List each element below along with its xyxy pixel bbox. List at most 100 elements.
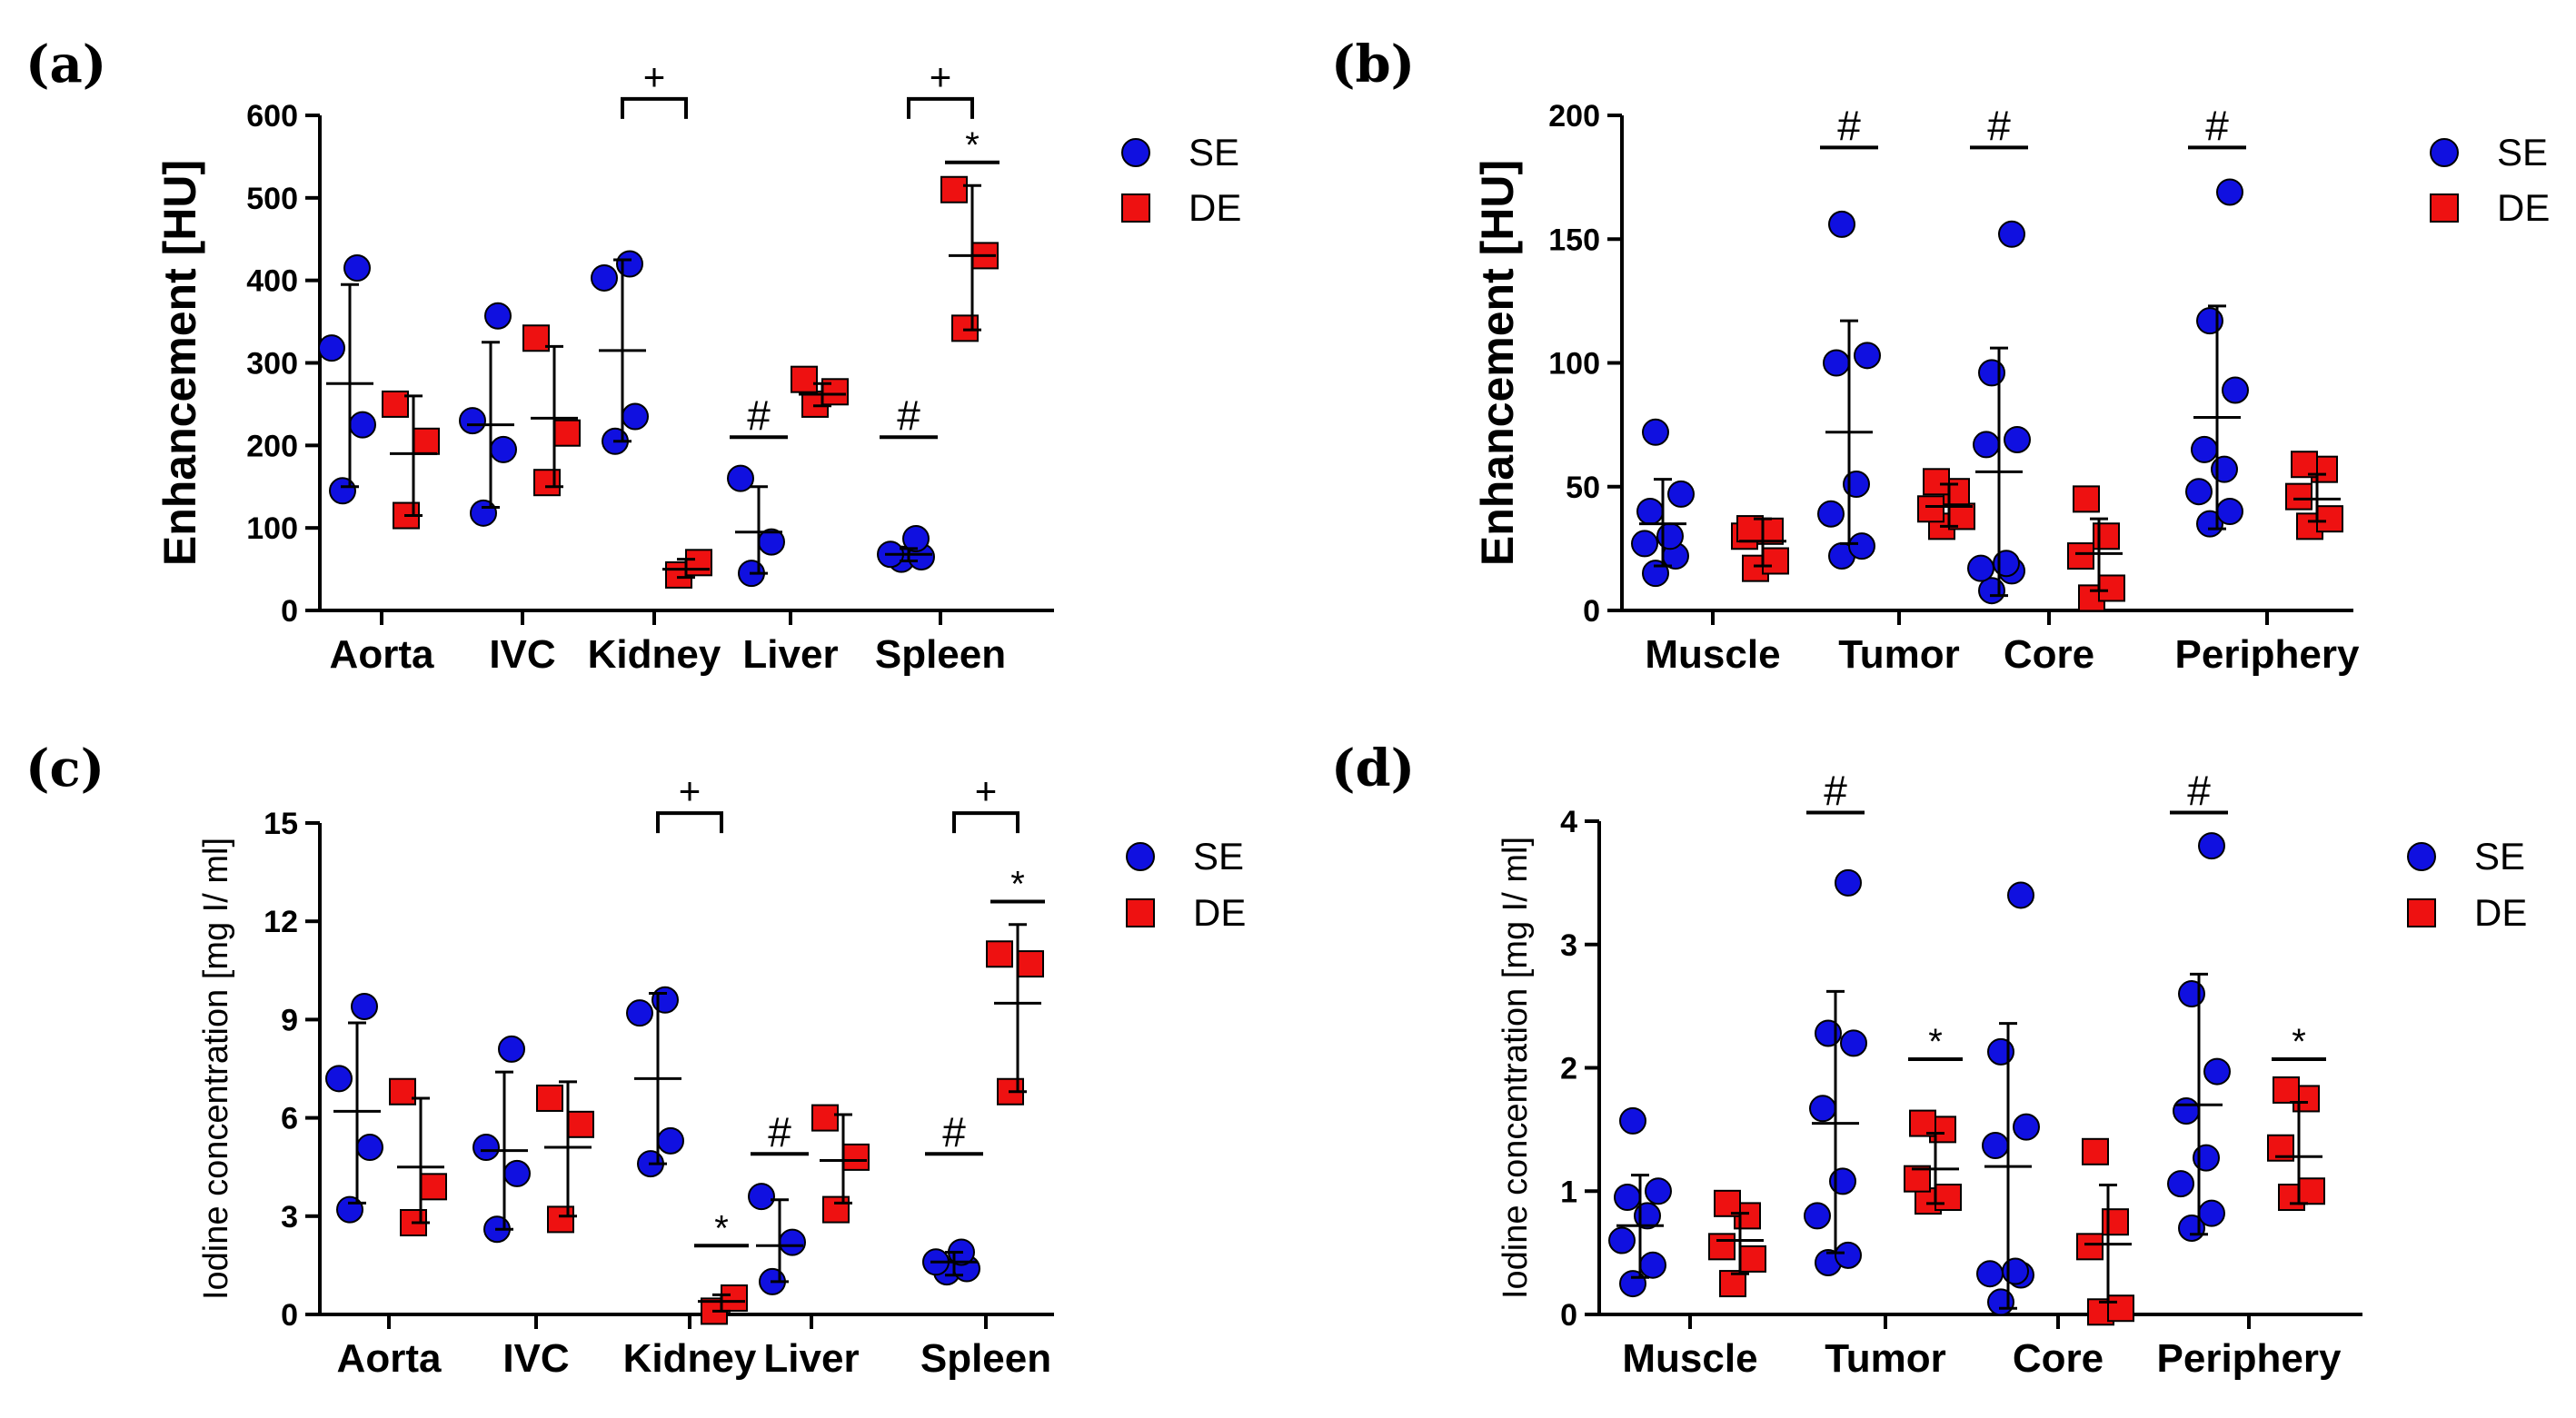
- point-se: [1642, 418, 1669, 446]
- series-de: [1731, 451, 2343, 612]
- panel-label: (b): [1331, 35, 1415, 94]
- point-se: [657, 1126, 684, 1155]
- point-se: [484, 302, 512, 330]
- point-se: [472, 1134, 500, 1162]
- legend-de-label: DE: [2474, 891, 2527, 934]
- point-de: [1923, 468, 1950, 496]
- point-se: [1815, 1019, 1842, 1047]
- panel-label: (c): [25, 739, 104, 798]
- annotation-plus: +: [679, 769, 701, 812]
- y-tick-label: 0: [1583, 594, 1600, 629]
- x-tick-label: IVC: [489, 632, 555, 677]
- point-se: [2004, 425, 2031, 453]
- legend-de-marker: [2407, 898, 2436, 927]
- y-tick-label: 100: [246, 511, 298, 546]
- annotation-hash: #: [897, 392, 920, 439]
- point-se: [1828, 210, 1855, 238]
- point-se: [2198, 1199, 2225, 1227]
- point-se: [651, 986, 679, 1014]
- annotation-hash: #: [942, 1108, 966, 1155]
- point-se: [2173, 1097, 2200, 1125]
- point-se: [1645, 1177, 1672, 1205]
- panel-c: (c) 0 3 6 9 12 15 Iodine concentration [mg I/ m…: [25, 739, 1246, 1381]
- point-se: [1987, 1288, 2014, 1316]
- point-de: [2067, 542, 2094, 570]
- x-tick-label: Kidney: [588, 632, 721, 677]
- point-se: [503, 1159, 531, 1187]
- annotation-star: *: [1010, 865, 1025, 905]
- point-se: [902, 524, 930, 552]
- x-tick-label: Periphery: [2175, 632, 2361, 677]
- point-de: [2073, 485, 2100, 513]
- point-de: [1708, 1233, 1736, 1261]
- point-se: [470, 499, 497, 527]
- point-de: [1714, 1189, 1741, 1217]
- point-de: [533, 469, 561, 497]
- point-se: [727, 464, 754, 492]
- point-se: [1978, 359, 2005, 387]
- y-tick-label: 150: [1548, 223, 1600, 257]
- point-de: [1739, 1244, 1766, 1273]
- series-de: [1708, 1076, 2325, 1326]
- x-tick-label: Core: [2013, 1336, 2104, 1381]
- panel-a: (a) 0 100 200 300 400 500 600 Enhancement [HU] Ao…: [25, 35, 1241, 677]
- y-tick-label: 50: [1566, 471, 1600, 505]
- y-axis-label: Enhancement [HU]: [154, 160, 205, 566]
- point-se: [1804, 1202, 1831, 1230]
- point-se: [318, 334, 345, 362]
- point-se: [2222, 376, 2249, 404]
- point-de: [986, 940, 1013, 968]
- point-de: [1736, 515, 1764, 543]
- point-de: [822, 1195, 850, 1224]
- legend-de-marker: [1121, 193, 1150, 223]
- point-se: [616, 250, 643, 278]
- annotation-plus: +: [975, 769, 998, 812]
- point-se: [1642, 560, 1669, 588]
- legend-se-marker: [1121, 138, 1150, 167]
- x-tick-label: Core: [2004, 632, 2094, 677]
- y-tick-label: 400: [246, 264, 298, 299]
- point-de: [567, 1110, 594, 1138]
- significance-bracket: [621, 96, 688, 119]
- point-se: [2007, 881, 2034, 909]
- point-de: [1909, 1109, 1936, 1137]
- series-se: [318, 250, 935, 588]
- point-de: [1917, 495, 1944, 523]
- x-tick-label: Liver: [763, 1336, 859, 1381]
- legend: SE DE: [1126, 835, 1246, 934]
- point-de: [811, 1104, 839, 1132]
- point-de: [1904, 1165, 1931, 1193]
- point-de: [842, 1143, 870, 1171]
- annotation-star: *: [2292, 1022, 2306, 1062]
- annotation-star: *: [965, 125, 980, 165]
- point-se: [1823, 349, 1850, 377]
- y-tick-label: 6: [281, 1102, 298, 1136]
- point-se: [748, 1183, 775, 1211]
- x-tick-label: Muscle: [1645, 632, 1780, 677]
- annotation-hash: #: [747, 392, 771, 439]
- significance-bracket: [952, 811, 1019, 834]
- point-se: [1817, 500, 1845, 528]
- point-de: [2291, 451, 2318, 479]
- legend-se-marker: [2430, 138, 2459, 167]
- point-se: [2216, 178, 2243, 206]
- x-tick-label: Periphery: [2157, 1336, 2342, 1381]
- point-se: [1619, 1270, 1646, 1298]
- point-se: [1639, 1251, 1666, 1279]
- point-de: [2107, 1294, 2134, 1323]
- point-se: [1809, 1095, 1836, 1123]
- y-tick-label: 0: [281, 594, 298, 629]
- point-se: [356, 1134, 383, 1162]
- legend-se-label: SE: [2497, 131, 2548, 174]
- significance-bracket: [656, 811, 723, 834]
- point-de: [1762, 547, 1789, 575]
- legend-se-marker: [2407, 842, 2436, 871]
- point-se: [1840, 1029, 1867, 1057]
- point-se: [1848, 532, 1875, 560]
- point-se: [2193, 1144, 2220, 1172]
- series-se: [1608, 832, 2231, 1316]
- legend-se-marker: [1126, 842, 1155, 871]
- point-se: [2185, 478, 2213, 506]
- point-de: [2298, 1177, 2325, 1205]
- point-de: [536, 1084, 563, 1112]
